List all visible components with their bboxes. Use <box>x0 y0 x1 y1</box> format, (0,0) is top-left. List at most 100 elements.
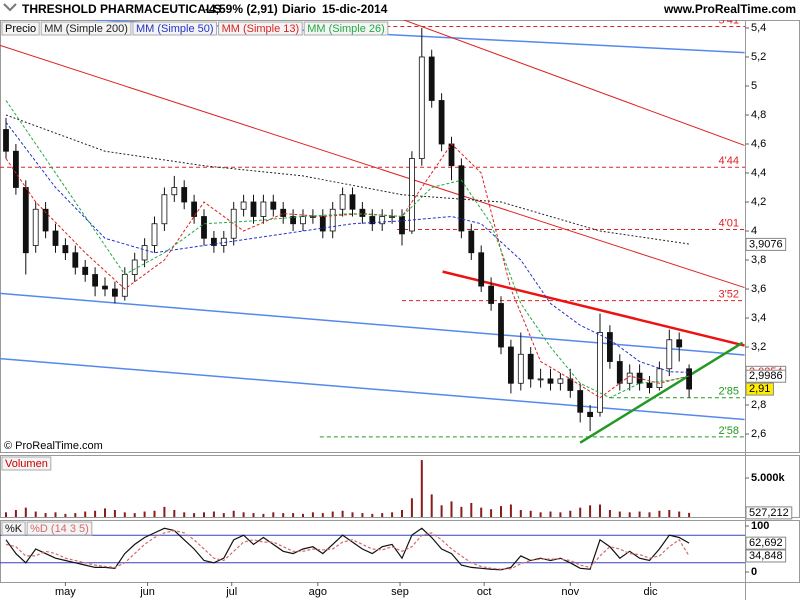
volume-bar <box>242 512 245 517</box>
volume-bar <box>113 509 116 517</box>
legend-box <box>132 21 218 36</box>
volume-bar <box>14 509 17 517</box>
candle-body <box>210 237 217 246</box>
panel-label: Volumen <box>5 458 48 470</box>
y-tick-label: 4,2 <box>751 196 766 208</box>
change: -4,59% (2,91) <box>205 2 278 16</box>
volume-bar <box>34 511 37 517</box>
y-tick-label: 5 <box>751 80 757 92</box>
candle-body <box>319 216 326 232</box>
volume-bar <box>282 513 285 517</box>
volume-bar <box>470 502 473 517</box>
volume-bar <box>628 512 631 517</box>
candle-body <box>240 201 247 210</box>
volume-bar <box>64 513 67 517</box>
candle-body <box>151 223 158 246</box>
volume-bar <box>599 504 601 517</box>
candle-body <box>270 201 277 210</box>
legend-entry: MM (Simple 26) <box>307 23 385 35</box>
candle-body <box>102 285 108 290</box>
candle-body <box>468 230 475 254</box>
volume-bar <box>331 511 334 517</box>
volume-bar <box>668 509 671 517</box>
legend-box <box>1 21 40 36</box>
volume-bar <box>638 511 641 517</box>
candle-body <box>3 129 9 152</box>
candle-body <box>666 339 673 370</box>
legend-box <box>303 21 389 36</box>
volume-bar <box>361 513 364 517</box>
volume-bar <box>252 513 255 517</box>
x-tick-label: jun <box>139 586 155 598</box>
x-tick-label: dic <box>643 586 658 598</box>
price-tag: 3,9076 <box>749 238 783 250</box>
candle-body <box>676 339 683 348</box>
volume-bar <box>183 512 186 517</box>
stoch-line <box>5 529 690 570</box>
candle-body <box>547 378 554 384</box>
volume-bar <box>351 512 354 517</box>
candle-body <box>112 288 118 297</box>
legend-entry: MM (Simple 200) <box>44 23 128 35</box>
y-tick-label: 2,8 <box>751 399 766 411</box>
volume-bar <box>430 494 433 517</box>
volume-bar <box>371 513 374 517</box>
level-label: 5'41 <box>719 14 739 26</box>
x-tick-label: ago <box>309 586 327 598</box>
candle-body <box>607 332 613 362</box>
candle-body <box>438 100 445 145</box>
price-tag: 2,9986 <box>749 370 783 382</box>
candle-body <box>22 187 29 254</box>
x-tick-label: sep <box>391 586 409 598</box>
legend-box <box>218 21 303 36</box>
x-tick-label: nov <box>561 586 579 598</box>
candle-body <box>389 216 396 218</box>
candle-body <box>141 245 148 261</box>
candle-body <box>686 368 692 390</box>
candle-body <box>498 303 504 348</box>
candle-body <box>557 378 564 384</box>
volume-bar <box>480 507 483 517</box>
volume-bar <box>688 512 691 517</box>
volume-bar <box>262 513 265 517</box>
volume-bar <box>658 510 661 517</box>
candle-body <box>52 230 59 246</box>
candle-body <box>597 332 603 413</box>
volume-bar <box>678 511 681 517</box>
legend-entry: MM (Simple 50) <box>136 23 214 35</box>
candle-body <box>161 194 168 225</box>
candle-body <box>12 150 19 188</box>
volume-bar <box>569 510 572 517</box>
volume-bar <box>450 501 453 517</box>
y-tick-label: 4,8 <box>751 109 766 121</box>
volume-bar <box>490 509 493 517</box>
price-tag-box <box>745 506 793 520</box>
price-tag: 527,212 <box>749 507 789 519</box>
volume-bar <box>410 498 413 517</box>
candle-body <box>527 353 534 380</box>
stoch-plot <box>0 527 745 571</box>
candle-body <box>250 201 257 217</box>
legend-box <box>1 521 26 536</box>
trend-line <box>0 357 745 421</box>
volume-bar <box>321 513 324 517</box>
price-tag: 62,692 <box>749 537 783 549</box>
volume-bar <box>519 509 522 517</box>
trend-line <box>579 341 744 444</box>
price-tag: 2,91 <box>749 383 770 395</box>
volume-bar <box>173 509 176 517</box>
y-tick-label: 0 <box>751 566 757 578</box>
period: Diario <box>282 2 316 16</box>
trend-line <box>0 44 745 289</box>
volume-bar <box>302 513 304 517</box>
menu-icon[interactable] <box>3 3 17 12</box>
candle-body <box>488 285 495 304</box>
legend-entry: Precio <box>5 23 36 35</box>
copyright: © ProRealTime.com <box>4 440 103 452</box>
candle-body <box>82 266 89 275</box>
candle-body <box>201 216 207 239</box>
candle-body <box>339 194 346 210</box>
candle-body <box>646 382 653 389</box>
level-label: 2'85 <box>719 386 739 398</box>
